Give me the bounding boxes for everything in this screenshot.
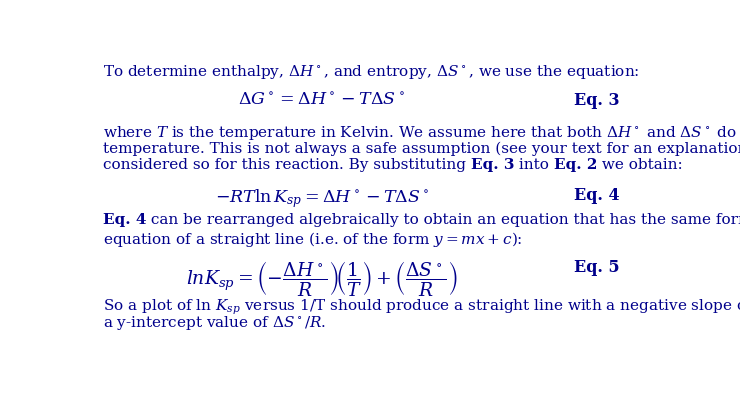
Text: So a plot of ln $K_{sp}$ versus 1/T should produce a straight line with a negati: So a plot of ln $K_{sp}$ versus 1/T shou… bbox=[103, 297, 740, 317]
Text: we obtain:: we obtain: bbox=[597, 158, 683, 172]
Text: into: into bbox=[514, 158, 554, 172]
Text: Eq. 5: Eq. 5 bbox=[574, 259, 620, 276]
Text: equation of a straight line (i.e. of the form $y = mx + c$):: equation of a straight line (i.e. of the… bbox=[103, 230, 522, 249]
Text: $\Delta G^\circ = \Delta H^\circ - T\Delta S^\circ$: $\Delta G^\circ = \Delta H^\circ - T\Del… bbox=[238, 92, 406, 109]
Text: Eq. 3: Eq. 3 bbox=[471, 158, 514, 172]
Text: can be rearranged algebraically to obtain an equation that has the same form as : can be rearranged algebraically to obtai… bbox=[147, 213, 740, 227]
Text: Eq. 2: Eq. 2 bbox=[554, 158, 597, 172]
Text: Eq. 4: Eq. 4 bbox=[574, 187, 620, 204]
Text: temperature. This is not always a safe assumption (see your text for an explanat: temperature. This is not always a safe a… bbox=[103, 141, 740, 156]
Text: Eq. 3: Eq. 3 bbox=[574, 92, 620, 109]
Text: $- RT\ln K_{sp} = \Delta H^\circ - T\Delta S^\circ$: $- RT\ln K_{sp} = \Delta H^\circ - T\Del… bbox=[215, 187, 429, 210]
Text: Eq. 4: Eq. 4 bbox=[103, 213, 147, 227]
Text: a y-intercept value of $\Delta S^\circ/R$.: a y-intercept value of $\Delta S^\circ/R… bbox=[103, 314, 326, 332]
Text: $\mathit{ln}K_{sp} = \left(-\dfrac{\Delta H^\circ}{R}\right)\!\left(\dfrac{1}{T}: $\mathit{ln}K_{sp} = \left(-\dfrac{\Delt… bbox=[186, 259, 457, 298]
Text: To determine enthalpy, $\Delta H^\circ$, and entropy, $\Delta S^\circ$, we use t: To determine enthalpy, $\Delta H^\circ$,… bbox=[103, 63, 639, 81]
Text: considered so for this reaction. By substituting: considered so for this reaction. By subs… bbox=[103, 158, 471, 172]
Text: where $T$ is the temperature in Kelvin. We assume here that both $\Delta H^\circ: where $T$ is the temperature in Kelvin. … bbox=[103, 124, 740, 142]
